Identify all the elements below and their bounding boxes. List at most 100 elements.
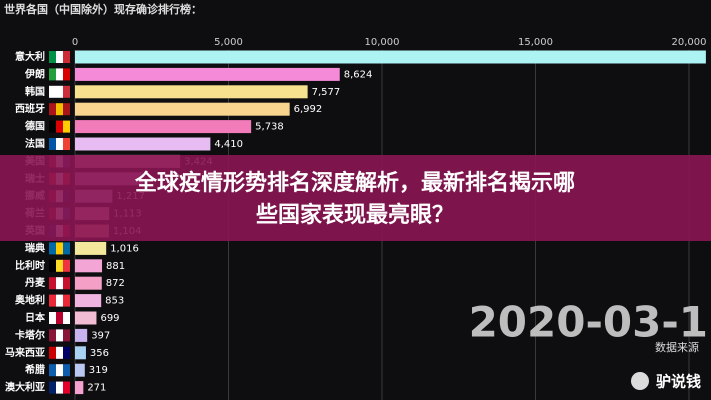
value-label: 7,577 xyxy=(312,87,341,98)
flag xyxy=(49,242,56,255)
flag xyxy=(56,85,63,98)
flag xyxy=(63,277,70,290)
bar xyxy=(75,328,88,342)
flag xyxy=(49,294,56,307)
y-tick-label: 马来西亚 xyxy=(5,346,45,359)
value-label: 1,016 xyxy=(110,243,139,254)
flag xyxy=(49,381,56,394)
bar xyxy=(75,381,84,395)
value-label: 872 xyxy=(106,278,125,289)
y-tick-label: 日本 xyxy=(25,311,46,324)
value-label: 319 xyxy=(89,365,108,376)
watermark: 驴说钱 xyxy=(656,373,701,391)
flag xyxy=(56,312,63,324)
y-tick-label: 卡塔尔 xyxy=(15,328,45,341)
y-tick-label: 韩国 xyxy=(25,85,45,98)
flag xyxy=(56,329,63,342)
flag xyxy=(56,277,63,290)
x-tick-label: 0 xyxy=(72,37,78,48)
value-label: 881 xyxy=(106,261,125,272)
y-tick-label: 丹麦 xyxy=(25,276,46,289)
y-tick-label: 伊朗 xyxy=(24,67,45,80)
bar xyxy=(75,85,308,99)
flag xyxy=(63,120,70,133)
value-label: 271 xyxy=(87,383,106,394)
flag xyxy=(63,364,70,377)
value-label: 5,738 xyxy=(255,122,284,133)
y-tick-label: 瑞典 xyxy=(25,241,45,254)
flag xyxy=(49,138,56,150)
bar xyxy=(75,311,97,325)
value-label: 8,624 xyxy=(344,69,373,80)
value-label: 397 xyxy=(91,330,110,341)
flag xyxy=(56,381,63,394)
flag xyxy=(56,51,63,63)
bar xyxy=(75,276,102,290)
flag xyxy=(56,138,63,150)
y-tick-label: 德国 xyxy=(24,120,45,133)
flag xyxy=(63,329,70,342)
bar xyxy=(75,294,102,308)
x-tick-label: 15,000 xyxy=(518,37,553,48)
flag xyxy=(63,312,70,324)
x-tick-label: 20,000 xyxy=(672,37,707,48)
flag xyxy=(63,259,70,272)
bar xyxy=(75,50,706,64)
watermark-icon xyxy=(631,372,649,390)
flag xyxy=(49,120,56,133)
value-label: 699 xyxy=(100,313,119,324)
source: 数据来源 xyxy=(655,340,699,354)
flag xyxy=(56,120,63,133)
bar xyxy=(75,120,252,134)
flag xyxy=(49,85,56,98)
flag xyxy=(49,277,56,290)
bar xyxy=(75,102,290,116)
overlay-title: 全球疫情形势排名深度解析，最新排名揭示哪 xyxy=(134,170,575,196)
flag xyxy=(49,329,56,342)
date-label: 2020-03-1 xyxy=(469,298,708,347)
x-tick-label: 10,000 xyxy=(365,37,400,48)
value-label: 4,410 xyxy=(214,139,243,150)
flag xyxy=(63,294,70,307)
flag xyxy=(56,68,63,81)
flag xyxy=(63,103,70,116)
flag xyxy=(63,346,70,359)
bar xyxy=(75,67,340,81)
flag xyxy=(63,138,70,150)
flag xyxy=(49,259,56,272)
value-label: 6,992 xyxy=(294,104,323,115)
value-label: 356 xyxy=(90,348,109,359)
overlay-banner xyxy=(0,155,711,241)
y-tick-label: 奥地利 xyxy=(15,294,45,307)
y-tick-label: 比利时 xyxy=(15,259,45,272)
flag xyxy=(56,242,63,255)
y-tick-label: 法国 xyxy=(25,137,45,150)
value-label: 853 xyxy=(105,296,124,307)
flag xyxy=(63,85,70,98)
flag xyxy=(63,51,70,63)
y-tick-label: 西班牙 xyxy=(15,102,45,115)
flag xyxy=(49,51,56,63)
bar xyxy=(75,346,86,360)
overlay-title: 些国家表现最亮眼？ xyxy=(256,202,454,228)
flag xyxy=(63,242,70,255)
y-tick-label: 意大利 xyxy=(15,50,45,63)
flag xyxy=(56,294,63,307)
flag xyxy=(49,364,56,377)
flag xyxy=(56,364,63,377)
flag xyxy=(56,346,63,359)
flag xyxy=(49,312,56,324)
bar xyxy=(75,241,107,255)
chart-title: 世界各国（中国除外）现存确诊排行榜： xyxy=(4,2,202,16)
bar xyxy=(75,137,211,151)
bar xyxy=(75,363,85,377)
y-tick-label: 希腊 xyxy=(24,363,45,376)
flag xyxy=(63,381,70,394)
flag xyxy=(56,103,63,116)
x-tick-label: 5,000 xyxy=(214,37,243,48)
flag xyxy=(49,103,56,116)
flag xyxy=(49,68,56,81)
flag xyxy=(49,346,56,359)
flag xyxy=(63,68,70,81)
